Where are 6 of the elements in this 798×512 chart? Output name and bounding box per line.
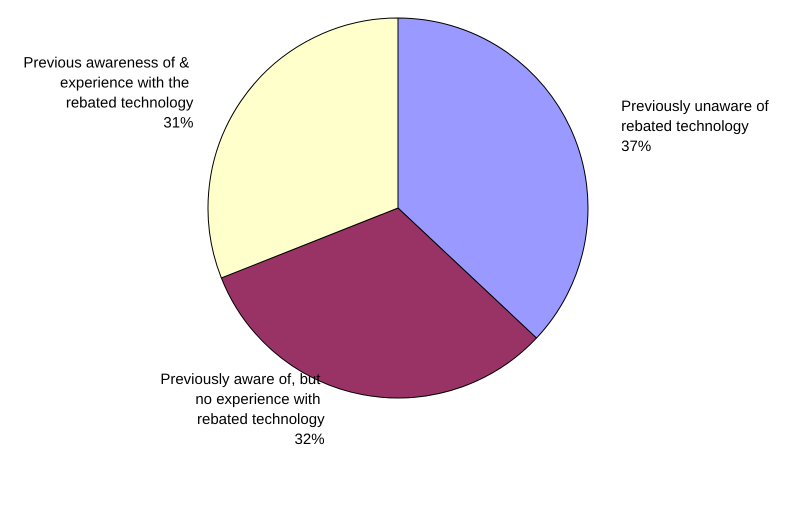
slice-label: Previously unaware of rebated technology <box>621 98 773 136</box>
data-label: 31% <box>163 114 194 132</box>
slice-label: Previous awareness of & experience with the rebated technology <box>23 54 194 112</box>
slice-label: Previously aware of, but no experience with rebated technology <box>160 370 326 428</box>
data-label: 37% <box>621 138 652 156</box>
data-label: 32% <box>294 430 325 448</box>
